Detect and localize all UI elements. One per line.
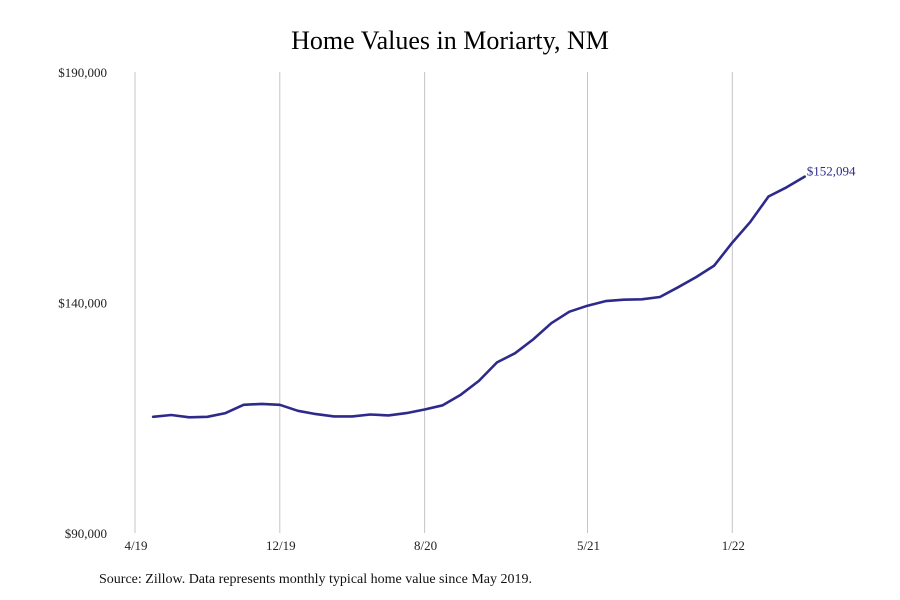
end-value-label: $152,094 [807, 164, 856, 179]
chart-title: Home Values in Moriarty, NM [291, 26, 609, 55]
home-value-line [151, 175, 807, 419]
source-note: Source: Zillow. Data represents monthly … [99, 572, 532, 587]
x-axis-ticks: 4/19 12/19 8/20 5/21 1/22 [124, 538, 744, 553]
x-tick-label: 8/20 [414, 538, 437, 553]
x-tick-label: 5/21 [577, 538, 600, 553]
x-tick-label: 12/19 [266, 538, 296, 553]
x-tick-label: 1/22 [722, 538, 745, 553]
grid-lines [134, 72, 733, 533]
series-layer: $152,094 [151, 164, 856, 419]
y-tick-label: $90,000 [65, 526, 107, 541]
y-axis-ticks: $90,000 $140,000 $190,000 [58, 65, 107, 541]
y-tick-label: $190,000 [58, 65, 107, 80]
x-tick-label: 4/19 [124, 538, 147, 553]
y-tick-label: $140,000 [58, 296, 107, 311]
